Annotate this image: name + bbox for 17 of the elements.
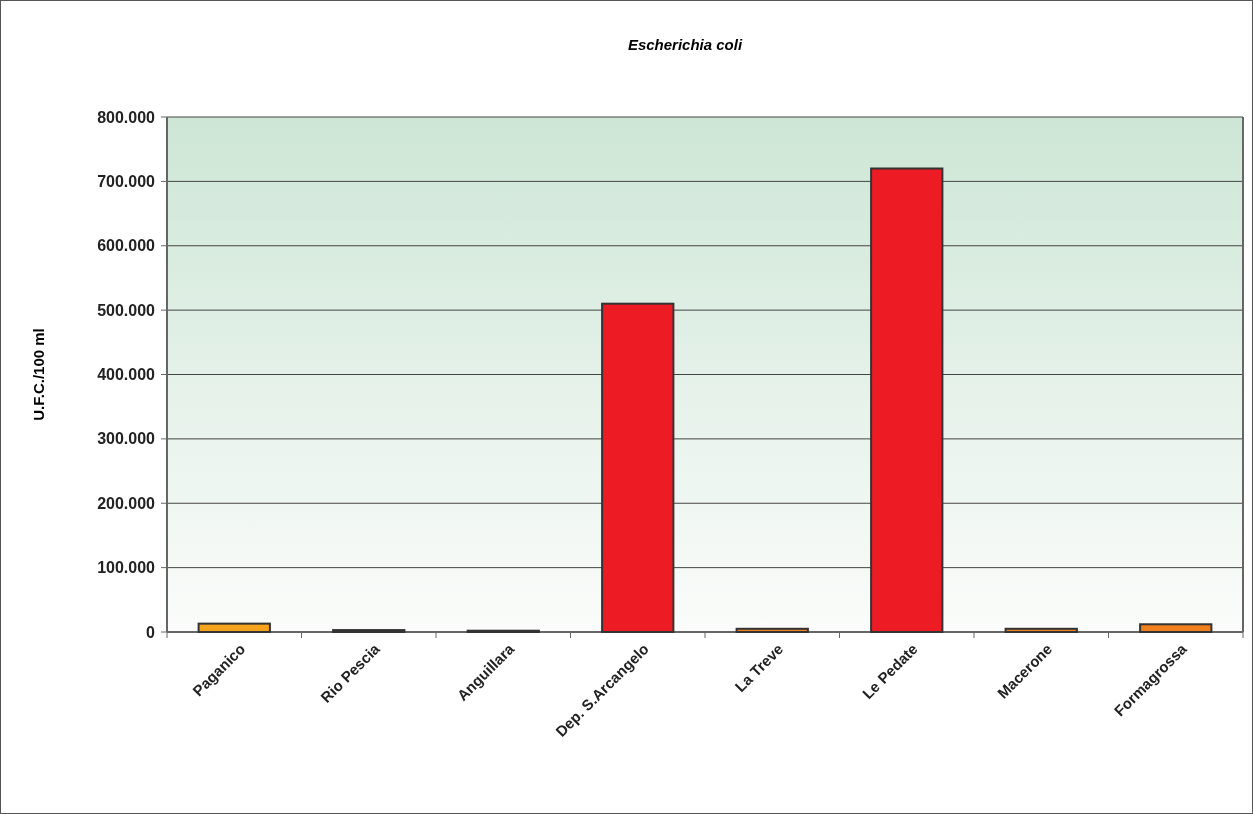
bar: [1139, 623, 1213, 633]
y-tick-label: 0: [146, 623, 156, 641]
bar: [870, 167, 944, 633]
y-tick-label: 200.000: [97, 494, 156, 512]
y-tick-label: 500.000: [97, 301, 156, 319]
bar: [1004, 627, 1078, 633]
y-tick-label: 700.000: [97, 172, 156, 190]
bar: [735, 627, 809, 633]
bar: [601, 302, 675, 633]
y-tick-label: 100.000: [97, 559, 156, 577]
y-tick-label: 800.000: [97, 108, 156, 126]
y-tick-label: 400.000: [97, 366, 156, 384]
y-axis-title: U.F.C./100 ml: [30, 328, 47, 421]
y-tick-label: 600.000: [97, 237, 156, 255]
bar: [197, 622, 271, 633]
y-tick-label: 300.000: [97, 430, 156, 448]
chart-title: Escherichia coli: [627, 36, 743, 53]
